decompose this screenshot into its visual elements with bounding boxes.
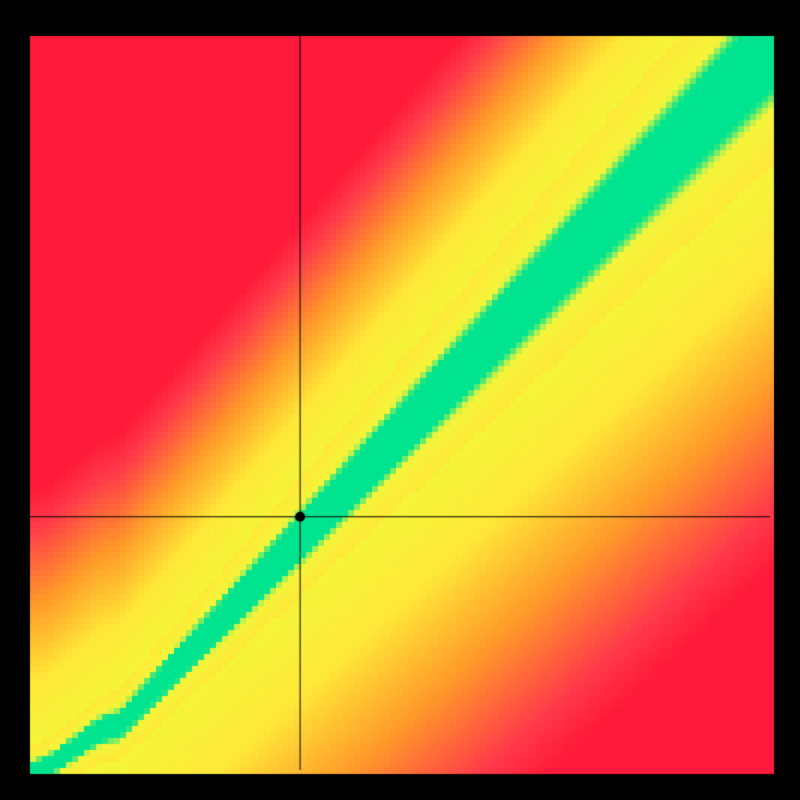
- chart-container: TheBottleneck.com: [0, 0, 800, 800]
- bottleneck-heatmap: [0, 0, 800, 800]
